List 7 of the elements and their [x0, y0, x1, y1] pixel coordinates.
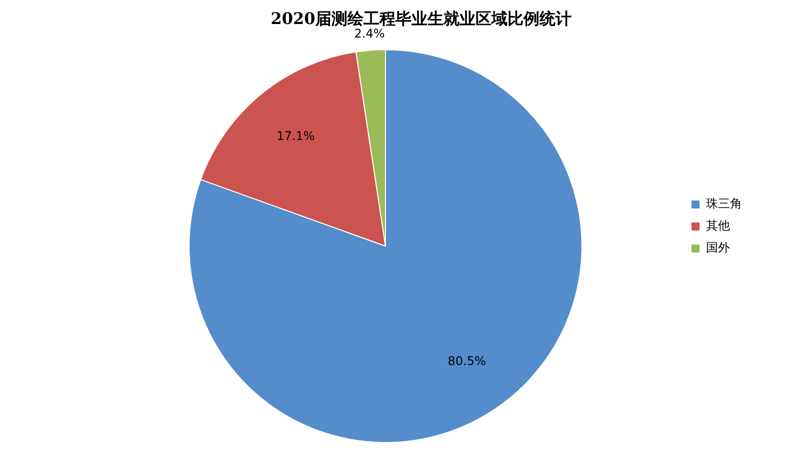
- data-label: 80.5%: [448, 354, 486, 368]
- chart-title: 2020届测绘工程毕业生就业区域比例统计: [270, 8, 572, 28]
- legend-label: 国外: [706, 240, 730, 255]
- data-label: 17.1%: [276, 128, 315, 143]
- data-label: 2.4%: [354, 26, 385, 41]
- legend-label: 珠三角: [706, 196, 742, 211]
- legend-label: 其他: [706, 218, 730, 233]
